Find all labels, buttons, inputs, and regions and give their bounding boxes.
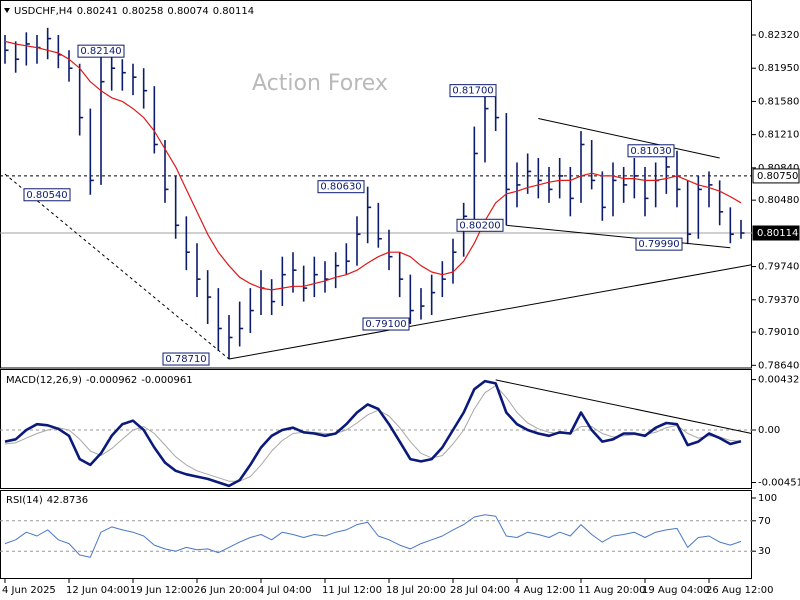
header-title: MACD(12,26,9) [6,375,82,386]
header-value: 42.8736 [47,495,88,506]
price-annotation-label: 0.79990 [638,239,679,250]
y-tick-label: 0.82320 [758,30,799,41]
panel-header: USDCHF,H4 0.80241 0.80258 0.80074 0.80114 [14,6,254,17]
price-annotation-label: 0.79100 [365,319,406,330]
y-tick-label: 70 [758,516,771,527]
panel-header: MACD(12,26,9) -0.000962 -0.000961 [6,375,193,386]
price-annotation-box [456,218,504,232]
watermark: Action Forex [252,71,388,96]
price-annotation-label: 0.80540 [26,190,67,201]
y-tick-label: 100 [758,493,777,504]
price-level-box [752,225,800,241]
x-tick-label: 12 Jun 04:00 [66,585,130,596]
y-tick-label: 0.79370 [758,295,799,306]
x-tick-label: 4 Aug 12:00 [514,585,575,596]
header-value: -0.000961 [141,375,192,386]
price-annotation-label: 0.78710 [165,354,206,365]
y-tick-label: 0.81210 [758,130,799,141]
trend-line [228,264,752,360]
y-tick-label: 0.79010 [758,327,799,338]
y-tick-label: 0.00 [758,425,780,436]
header-value: 0.80258 [122,6,163,17]
trend-line [538,117,720,159]
price-annotation-label: 0.81030 [630,146,671,157]
header-title: USDCHF,H4 [14,6,73,17]
price-annotation-box [362,317,410,331]
menu-triangle[interactable] [4,8,10,13]
price-panel-frame [0,0,752,369]
y-tick-label: 0.78640 [758,360,799,371]
macd-panel-frame [0,369,752,489]
price-annotation-box [23,188,71,202]
header-value: 0.80114 [213,6,254,17]
trend-line [495,379,752,434]
header-value: 0.80241 [77,6,118,17]
price-annotation-box [627,144,675,158]
header-value: 0.80074 [167,6,208,17]
x-tick-label: 4 Jun 2025 [2,585,56,596]
macd-line [4,379,742,488]
y-tick-label: 30 [758,546,771,557]
price-annotation-box [449,84,497,98]
header-title: RSI(14) [6,495,43,506]
header-value: -0.000962 [86,375,137,386]
trend-line [4,173,230,360]
moving-average-line [4,40,742,291]
y-tick-label: 0.81580 [758,96,799,107]
trend-line [506,224,731,249]
x-tick-label: 18 Jul 20:00 [386,585,446,596]
rsi-line [4,514,742,558]
y-tick-label: 0.80840 [758,163,799,174]
x-tick-label: 19 Aug 04:00 [642,585,709,596]
y-tick-label: 0.79740 [758,262,799,273]
price-annotation-label: 0.80200 [459,220,500,231]
price-level-box [752,168,800,184]
price-level-label: 0.80750 [757,171,798,182]
x-tick-label: 4 Jul 04:00 [258,585,312,596]
panel-header: RSI(14) 42.8736 [6,495,88,506]
x-tick-label: 26 Jun 20:00 [194,585,258,596]
y-tick-label: 0.81950 [758,63,799,74]
y-tick-label: 0.004325 [758,375,800,386]
price-annotation-box [162,352,210,366]
price-annotation-box [317,180,365,194]
rsi-panel-frame [0,490,752,579]
price-level-label: 0.80114 [757,228,798,239]
price-annotation-label: 0.80630 [320,182,361,193]
x-tick-label: 11 Jul 12:00 [322,585,382,596]
price-annotation-label: 0.81700 [452,86,493,97]
x-tick-label: 19 Jun 12:00 [130,585,194,596]
price-annotation-box [77,44,125,58]
x-tick-label: 28 Jul 04:00 [450,585,510,596]
x-tick-label: 26 Aug 12:00 [706,585,773,596]
y-tick-label: 0.80480 [758,195,799,206]
y-tick-label: -0.004511 [758,478,800,489]
price-annotation-box [635,237,683,251]
x-tick-label: 11 Aug 20:00 [578,585,645,596]
price-annotation-label: 0.82140 [80,46,121,57]
